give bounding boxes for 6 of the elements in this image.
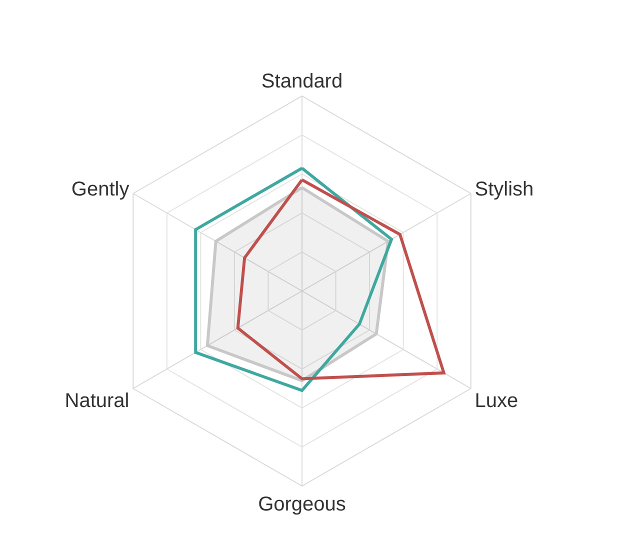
spoke-label: Gently [71, 178, 130, 200]
spoke-label: Luxe [474, 390, 518, 412]
spoke-label: Stylish [474, 178, 534, 200]
spoke-label: Natural [64, 390, 130, 412]
spoke-label: Gorgeous [258, 494, 346, 516]
spoke-label: Standard [261, 70, 343, 92]
